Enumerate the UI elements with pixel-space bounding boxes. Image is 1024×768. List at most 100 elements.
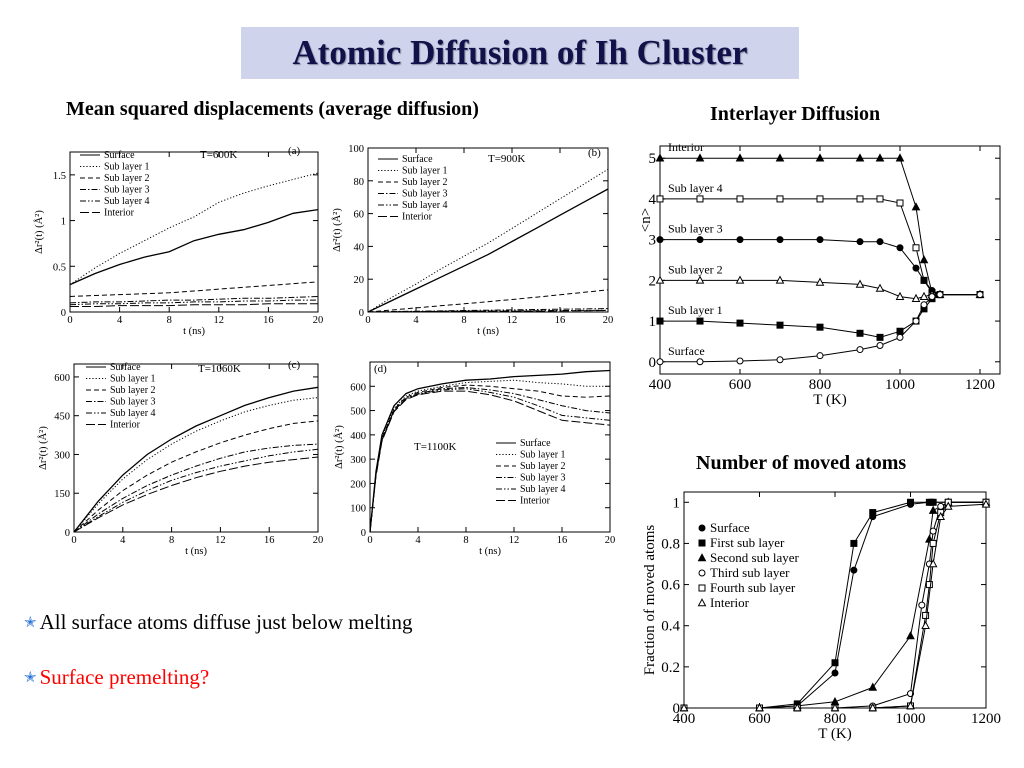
- y-tick-label: 1.5: [53, 171, 66, 182]
- y-tick-label: 450: [54, 412, 70, 423]
- slide-title: Atomic Diffusion of Ih Cluster: [292, 33, 748, 72]
- y-tick-label: 0.5: [53, 262, 66, 273]
- series-label: Sub layer 4: [668, 181, 723, 195]
- chart-svg: 0 4 8 12 16 20 0 0.5 1 1.5 t (ns) Δr²(t) (Å²) Surfac…: [33, 145, 323, 337]
- data-point: [696, 358, 704, 366]
- legend-label: Sub layer 2: [402, 177, 448, 188]
- y-tick-label: 3: [649, 233, 657, 249]
- data-point: [912, 244, 920, 252]
- data-point: [895, 291, 905, 300]
- data-point: [895, 153, 905, 162]
- x-tick-label: 8: [169, 535, 174, 546]
- series-line: [367, 289, 609, 313]
- data-point: [776, 236, 784, 244]
- legend-label: Fourth sub layer: [710, 580, 796, 595]
- x-tick-label: 12: [507, 315, 518, 326]
- plot-frame: [367, 147, 609, 313]
- bullet-item-1: ✭ All surface atoms diffuse just below m…: [24, 610, 412, 635]
- series-line: [73, 456, 319, 533]
- temperature-annotation: T=600K: [200, 149, 237, 161]
- data-point: [876, 195, 884, 203]
- data-point: [929, 539, 937, 547]
- legend-label: Surface: [402, 154, 433, 165]
- data-point: [695, 153, 705, 162]
- legend-label: Sub layer 4: [520, 484, 566, 495]
- y-tick-label: 600: [54, 373, 70, 384]
- series-label: Sub layer 1: [668, 303, 723, 317]
- x-tick-label: 16: [555, 315, 566, 326]
- y-tick-label: 0.8: [661, 536, 680, 552]
- series-line: [73, 443, 319, 533]
- data-point: [815, 153, 825, 162]
- data-point: [816, 236, 824, 244]
- legend-label: Sub layer 4: [104, 196, 150, 207]
- y-tick-label: 100: [348, 144, 364, 155]
- data-point: [655, 153, 665, 162]
- data-point: [792, 703, 802, 712]
- y-tick-label: 100: [350, 504, 366, 515]
- y-tick-label: 0: [673, 701, 681, 717]
- data-point: [912, 317, 920, 325]
- chart-svg: 400 600 800 1000 1200 0 0.2 0.4 0.6 0.8 1 T (K) Frac…: [642, 491, 1001, 742]
- y-tick-label: 1: [649, 314, 657, 330]
- x-axis-label: T (K): [813, 392, 846, 408]
- y-tick-label: 600: [350, 382, 366, 393]
- chart-panel-d: 0 4 8 12 16 20 0 100 200 300 400 500 600 t (ns) Δr²(t)…: [328, 352, 620, 564]
- data-point: [906, 631, 915, 640]
- data-point: [875, 283, 885, 292]
- y-tick-label: 0: [359, 308, 364, 319]
- x-tick-label: 16: [557, 535, 568, 546]
- legend-label: Surface: [110, 362, 141, 373]
- legend-label: Surface: [104, 150, 135, 161]
- x-tick-label: 16: [264, 535, 275, 546]
- star-icon: ✭: [24, 670, 37, 686]
- x-axis-label: t (ns): [479, 546, 501, 557]
- legend-label: Sub layer 4: [110, 408, 156, 419]
- legend-label: Surface: [710, 520, 750, 535]
- x-tick-label: 1200: [965, 377, 995, 393]
- data-point: [876, 238, 884, 246]
- data-point: [736, 236, 744, 244]
- legend-label: Sub layer 2: [520, 461, 566, 472]
- x-tick-label: 8: [463, 535, 468, 546]
- data-point: [695, 275, 705, 284]
- data-point: [911, 202, 921, 211]
- y-axis-label: Δr²(t) (Å²): [333, 425, 345, 469]
- data-point: [776, 356, 784, 364]
- data-point: [655, 275, 665, 284]
- plot-frame: [659, 145, 1001, 375]
- data-point: [656, 317, 664, 325]
- data-point: [875, 153, 885, 162]
- data-point: [850, 566, 858, 574]
- series-line: [367, 188, 609, 313]
- legend-marker: [698, 524, 706, 532]
- y-tick-label: 200: [350, 479, 366, 490]
- data-point: [925, 581, 933, 589]
- legend-label: Sub layer 1: [104, 162, 150, 173]
- panel-tag: (d): [374, 363, 387, 375]
- x-tick-label: 1000: [896, 711, 926, 727]
- series-line: [367, 310, 609, 313]
- data-point: [896, 199, 904, 207]
- x-axis-label: t (ns): [183, 326, 205, 337]
- data-point: [896, 244, 904, 252]
- series-label: Interior: [668, 140, 704, 154]
- data-point: [981, 499, 991, 508]
- temperature-annotation: T=1100K: [414, 441, 457, 453]
- data-point: [868, 682, 878, 691]
- data-point: [850, 539, 858, 547]
- data-point: [656, 358, 664, 366]
- data-point: [776, 195, 784, 203]
- series-line: [369, 384, 611, 533]
- data-point: [896, 327, 904, 335]
- data-point: [919, 291, 929, 300]
- legend-label: Surface: [520, 438, 551, 449]
- data-point: [936, 291, 944, 299]
- data-point: [816, 323, 824, 331]
- chart-svg: 0 4 8 12 16 20 0 20 40 60 80 100 t (ns) Δr²(t) (Å²) Su…: [331, 144, 613, 337]
- data-point: [912, 264, 920, 272]
- y-tick-label: 0: [649, 355, 657, 371]
- y-axis-label: Δr²(t) (Å²): [37, 426, 49, 470]
- msd-heading: Mean squared displacements (average diff…: [66, 98, 479, 120]
- legend-label: Interior: [520, 496, 551, 507]
